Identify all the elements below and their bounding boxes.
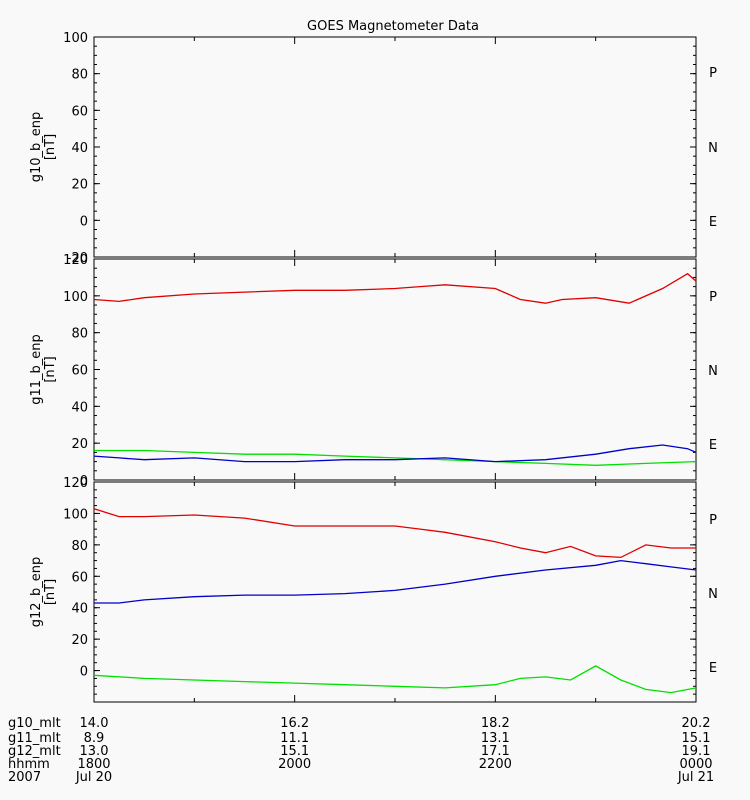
series-N bbox=[94, 449, 697, 466]
ytick-label: 60 bbox=[71, 364, 88, 379]
ytick-label: 20 bbox=[71, 178, 88, 193]
row-value: Jul 21 bbox=[677, 770, 714, 785]
ylabel: g11_b_enp bbox=[29, 334, 44, 405]
panel-1: -20 0 20 40 60 80 100 g10_b_enp [nT] P N E bbox=[29, 31, 718, 266]
panel-2: 0 20 40 60 80 100 120 g11_b_enp [nT] P N E bbox=[29, 253, 718, 489]
row-label: g12_mlt bbox=[8, 744, 61, 759]
ytick-label: 40 bbox=[71, 400, 88, 415]
legend-N: N bbox=[708, 587, 718, 602]
ytick-label: 80 bbox=[71, 539, 88, 554]
ytick-label: 0 bbox=[80, 214, 88, 229]
panel-3: 0 20 40 60 80 100 120 g12_b_enp [nT] P N E bbox=[29, 476, 718, 703]
series-E bbox=[94, 559, 697, 604]
row-label: g11_mlt bbox=[8, 731, 61, 746]
row-value: 13.1 bbox=[481, 731, 510, 746]
ytick-label: 120 bbox=[63, 253, 88, 268]
ytick-label: 60 bbox=[71, 104, 88, 119]
row-value: 2200 bbox=[479, 757, 512, 772]
row-value: 20.2 bbox=[682, 716, 711, 731]
row-value: 13.0 bbox=[80, 744, 109, 759]
panel-frame bbox=[93, 258, 697, 481]
ytick-label: 80 bbox=[71, 68, 88, 83]
ylabel: g12_b_enp bbox=[29, 557, 44, 628]
ytick-label: 80 bbox=[71, 327, 88, 342]
row-value: 19.1 bbox=[682, 744, 711, 759]
legend-N: N bbox=[708, 364, 718, 379]
legend-E: E bbox=[709, 661, 717, 676]
legend-P: P bbox=[709, 66, 717, 81]
row-value: 18.2 bbox=[481, 716, 510, 731]
row-value: 15.1 bbox=[280, 744, 309, 759]
row-value: 2000 bbox=[278, 757, 311, 772]
panel-frame bbox=[93, 36, 697, 258]
series-P bbox=[93, 272, 697, 304]
series-E bbox=[93, 444, 697, 463]
row-label: 2007 bbox=[8, 770, 41, 785]
row-label: g10_mlt bbox=[8, 716, 61, 731]
legend-N: N bbox=[708, 141, 718, 156]
row-value: 1800 bbox=[77, 757, 110, 772]
row-value: 8.9 bbox=[84, 731, 105, 746]
ytick-label: 100 bbox=[63, 290, 88, 305]
ytick-label: 120 bbox=[63, 476, 88, 491]
ytick-label: 0 bbox=[80, 474, 88, 489]
ylabel-unit: [nT] bbox=[43, 579, 58, 605]
series-P bbox=[93, 508, 696, 559]
legend-E: E bbox=[709, 215, 717, 230]
row-value: Jul 20 bbox=[75, 770, 112, 785]
ytick-label: 20 bbox=[71, 633, 88, 648]
ytick-label: 40 bbox=[71, 141, 88, 156]
row-value: 16.2 bbox=[280, 716, 309, 731]
ytick-label: 60 bbox=[71, 570, 88, 585]
legend-P: P bbox=[709, 513, 717, 528]
row-label: hhmm bbox=[8, 757, 50, 772]
ylabel: g10_b_enp bbox=[29, 112, 44, 183]
row-value: 11.1 bbox=[280, 731, 309, 746]
bottom-axis-table: g10_mlt 14.0 16.2 18.2 20.2 g11_mlt 8.9 11.1 13.… bbox=[8, 716, 714, 785]
ytick-label: 40 bbox=[71, 602, 88, 617]
series-N bbox=[93, 665, 697, 694]
row-value: 0000 bbox=[679, 757, 712, 772]
legend-E: E bbox=[709, 438, 717, 453]
ytick-label: 0 bbox=[80, 665, 88, 680]
ytick-label: -20 bbox=[67, 251, 88, 266]
legend-P: P bbox=[709, 290, 717, 305]
ytick-label: 20 bbox=[71, 437, 88, 452]
row-value: 17.1 bbox=[481, 744, 510, 759]
ytick-label: 100 bbox=[63, 31, 88, 46]
ytick-label: 100 bbox=[63, 507, 88, 522]
chart-title: GOES Magnetometer Data bbox=[307, 19, 479, 34]
ylabel-unit: [nT] bbox=[43, 134, 58, 160]
row-value: 15.1 bbox=[682, 731, 711, 746]
ylabel-unit: [nT] bbox=[43, 356, 58, 382]
row-value: 14.0 bbox=[80, 716, 109, 731]
